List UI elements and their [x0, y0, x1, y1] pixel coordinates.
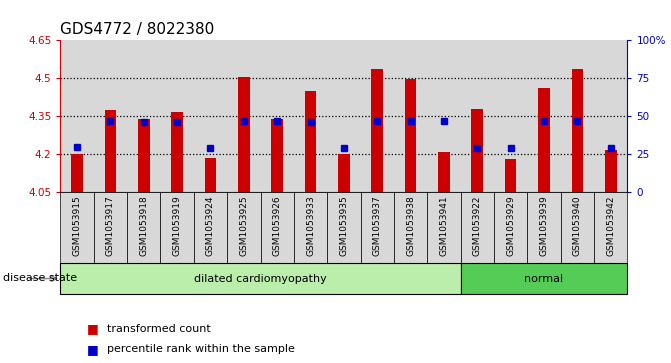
Text: ■: ■ — [87, 343, 99, 356]
Bar — [294, 40, 327, 192]
Text: disease state: disease state — [3, 273, 77, 284]
Bar — [227, 40, 260, 192]
Bar — [360, 40, 394, 192]
Bar — [472, 109, 483, 192]
Bar — [561, 40, 594, 192]
Bar — [460, 263, 627, 294]
Text: transformed count: transformed count — [107, 323, 211, 334]
Bar — [60, 192, 94, 263]
Text: GSM1053939: GSM1053939 — [539, 195, 548, 256]
Bar — [327, 192, 360, 263]
Bar — [594, 192, 627, 263]
Bar — [260, 40, 294, 192]
Bar — [394, 192, 427, 263]
Text: GSM1053935: GSM1053935 — [340, 195, 348, 256]
Text: GSM1053918: GSM1053918 — [140, 195, 148, 256]
Bar — [427, 192, 460, 263]
Bar — [71, 154, 83, 192]
Bar — [405, 79, 417, 192]
Bar — [427, 40, 460, 192]
Bar — [360, 192, 394, 263]
Text: GSM1053942: GSM1053942 — [606, 195, 615, 256]
Bar — [194, 192, 227, 263]
Text: GSM1053940: GSM1053940 — [573, 195, 582, 256]
Text: GSM1053933: GSM1053933 — [306, 195, 315, 256]
Text: dilated cardiomyopathy: dilated cardiomyopathy — [194, 274, 327, 284]
Bar — [494, 192, 527, 263]
Bar — [105, 110, 116, 192]
Text: ■: ■ — [87, 322, 99, 335]
Bar — [338, 154, 350, 192]
Text: GSM1053938: GSM1053938 — [406, 195, 415, 256]
Bar — [205, 158, 216, 192]
Bar — [438, 152, 450, 192]
Bar — [527, 192, 561, 263]
Text: GSM1053917: GSM1053917 — [106, 195, 115, 256]
Bar — [327, 40, 360, 192]
Bar — [372, 69, 383, 192]
Text: GSM1053925: GSM1053925 — [240, 195, 248, 256]
Bar — [238, 77, 250, 192]
Text: normal: normal — [525, 274, 564, 284]
Bar — [127, 40, 160, 192]
Text: GSM1053919: GSM1053919 — [172, 195, 182, 256]
Text: GSM1053922: GSM1053922 — [473, 195, 482, 256]
Text: GSM1053941: GSM1053941 — [440, 195, 448, 256]
Bar — [171, 111, 183, 192]
Bar — [538, 88, 550, 192]
Bar — [394, 40, 427, 192]
Bar — [505, 159, 517, 192]
Text: GDS4772 / 8022380: GDS4772 / 8022380 — [60, 23, 215, 37]
Bar — [138, 119, 150, 192]
Bar — [494, 40, 527, 192]
Bar — [94, 40, 127, 192]
Bar — [561, 192, 594, 263]
Text: GSM1053924: GSM1053924 — [206, 195, 215, 256]
Bar — [305, 91, 316, 192]
Bar — [460, 40, 494, 192]
Bar — [227, 192, 260, 263]
Text: GSM1053915: GSM1053915 — [72, 195, 82, 256]
Bar — [127, 192, 160, 263]
Bar — [572, 69, 583, 192]
Bar — [260, 192, 294, 263]
Text: GSM1053929: GSM1053929 — [506, 195, 515, 256]
Bar — [271, 119, 283, 192]
Bar — [294, 192, 327, 263]
Bar — [527, 40, 561, 192]
Text: percentile rank within the sample: percentile rank within the sample — [107, 344, 295, 354]
Bar — [460, 192, 494, 263]
Text: GSM1053937: GSM1053937 — [372, 195, 382, 256]
Bar — [594, 40, 627, 192]
Text: GSM1053926: GSM1053926 — [272, 195, 282, 256]
Bar — [94, 192, 127, 263]
Bar — [194, 40, 227, 192]
Bar — [160, 40, 194, 192]
Bar — [160, 192, 194, 263]
Bar — [605, 151, 617, 192]
Bar — [60, 40, 94, 192]
Bar — [60, 263, 460, 294]
